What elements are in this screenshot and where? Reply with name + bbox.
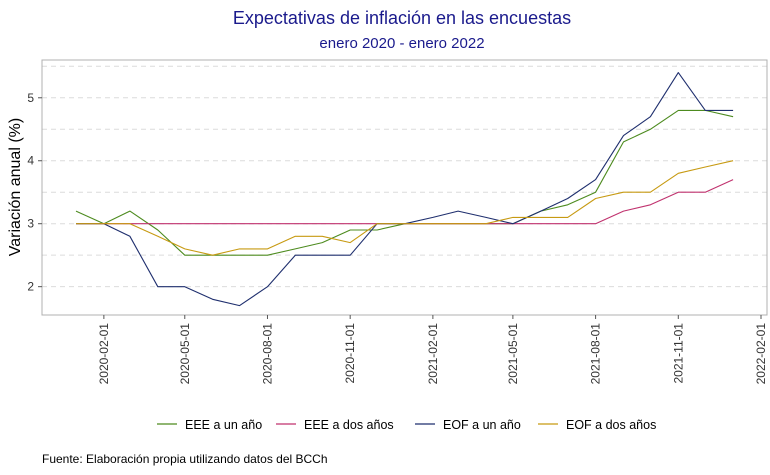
x-tick-label: 2021-05-01 — [506, 323, 520, 385]
chart-title: Expectativas de inflación en las encuest… — [233, 8, 571, 28]
x-tick-label: 2020-02-01 — [97, 323, 111, 385]
legend-label: EEE a dos años — [304, 418, 394, 432]
series-line — [75, 109, 734, 256]
y-axis-label: Variación anual (%) — [7, 118, 24, 256]
series-line — [76, 72, 734, 307]
y-tick-label: 3 — [27, 217, 34, 231]
legend-label: EOF a un año — [443, 418, 521, 432]
y-tick-label: 5 — [27, 91, 34, 105]
grid-lines — [42, 65, 767, 288]
series-line — [76, 160, 734, 256]
y-tick-label: 2 — [27, 280, 34, 294]
x-tick-label: 2021-08-01 — [589, 323, 603, 385]
legend-label: EOF a dos años — [566, 418, 656, 432]
x-tick-label: 2022-02-01 — [754, 323, 768, 385]
plot-panel — [41, 59, 768, 316]
x-tick-label: 2020-08-01 — [260, 323, 274, 385]
x-axis: 2020-02-01 2020-05-01 2020-08-01 2020-11-01… — [97, 315, 768, 384]
x-tick-label: 2021-02-01 — [426, 323, 440, 385]
y-tick-label: 4 — [27, 154, 34, 168]
source-note: Fuente: Elaboración propia utilizando da… — [42, 452, 328, 466]
chart-subtitle: enero 2020 - enero 2022 — [319, 35, 484, 52]
series-lines — [75, 72, 734, 307]
y-axis: 2 3 4 5 — [27, 91, 42, 294]
x-tick-label: 2020-05-01 — [178, 323, 192, 385]
x-tick-label: 2020-11-01 — [343, 323, 357, 384]
legend: EEE a un año EEE a dos años EOF a un año EO… — [157, 418, 656, 432]
x-tick-label: 2021-11-01 — [671, 323, 685, 384]
legend-label: EEE a un año — [185, 418, 262, 432]
series-line — [76, 179, 734, 225]
